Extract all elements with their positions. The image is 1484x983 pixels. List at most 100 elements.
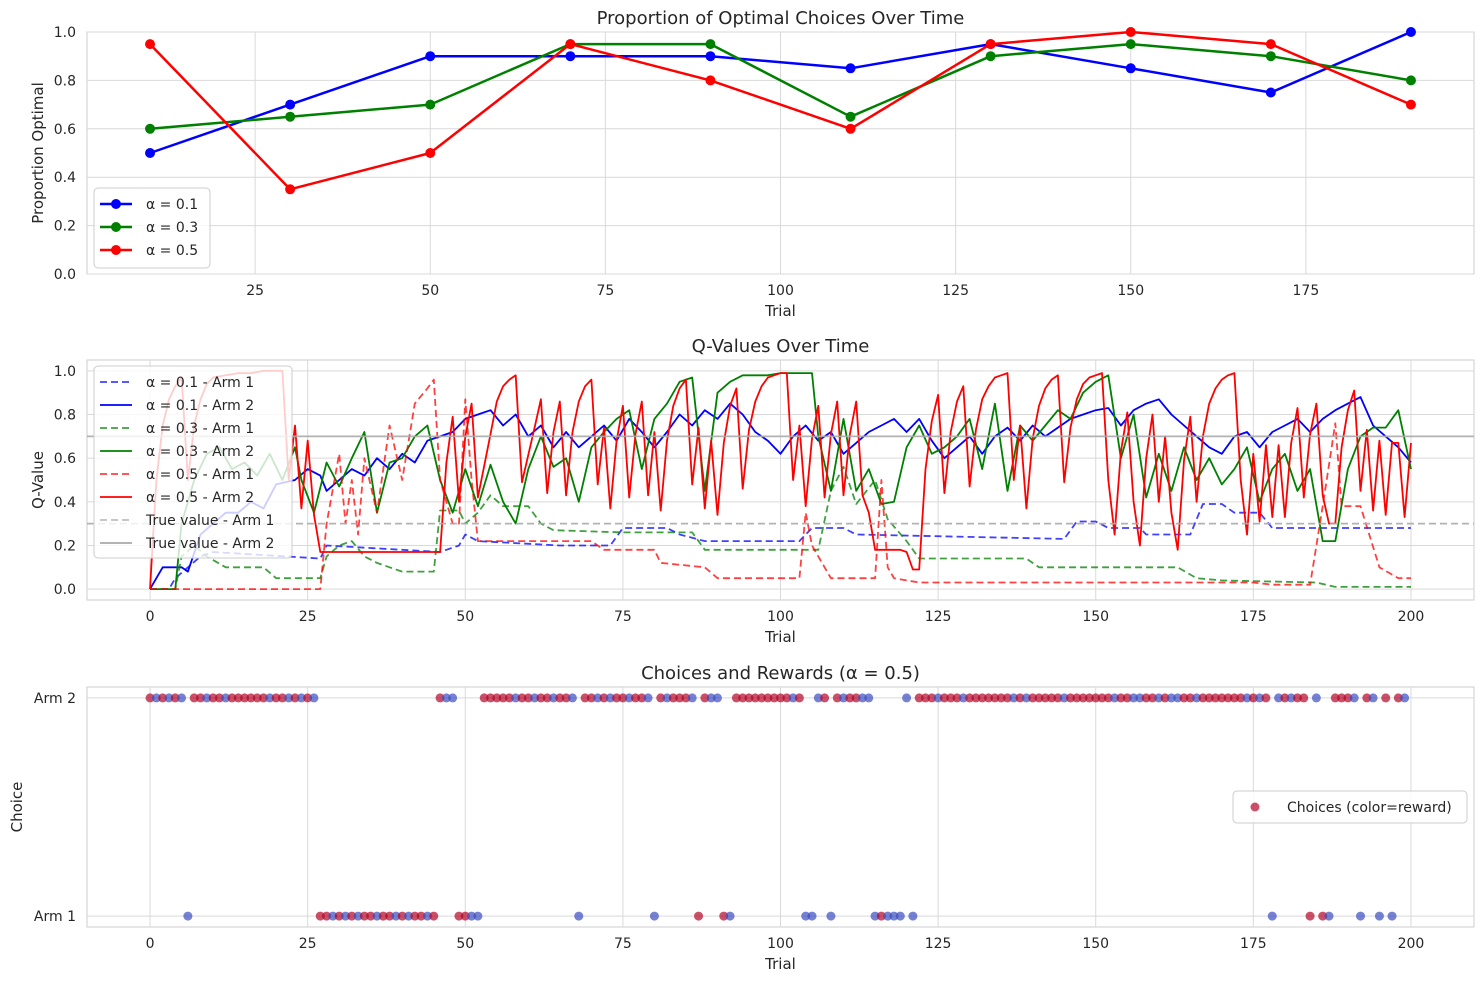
series-point [1125,63,1136,74]
x-axis-label: Trial [764,302,796,320]
choice-point-arm2 [1261,693,1271,703]
choice-point-arm1 [410,911,420,921]
series-line-2 [149,42,1412,131]
x-tick-label: 75 [614,936,632,952]
choice-point-arm2 [284,693,294,703]
choice-point-arm2 [296,693,306,703]
choice-point-arm2 [227,693,237,703]
y-tick-label: 0.4 [54,170,76,186]
choice-point-arm2 [448,693,458,703]
choice-point-arm2 [927,693,937,703]
choice-point-arm2 [1147,693,1157,703]
choice-point-arm2 [788,693,798,703]
legend-label: α = 0.1 [146,197,198,213]
choice-point-arm2 [1368,693,1378,703]
legend-label: True value - Arm 1 [145,513,274,529]
legend-label: α = 0.3 - Arm 2 [146,444,254,460]
choice-point-arm1 [353,911,363,921]
choice-point-arm2 [1084,693,1094,703]
choices-rewards-panel: 0 25 50 75 100 125 150 175 200 Arm 1 Arm 2 Choices… [8,663,1475,973]
choice-point-arm2 [1166,693,1176,703]
choice-point-arm2 [1211,693,1221,703]
choice-point-arm1 [1387,911,1397,921]
choice-point-arm2 [511,693,521,703]
choice-point-arm2 [580,693,590,703]
choice-point-arm2 [681,693,691,703]
series-point [1405,75,1416,86]
choice-point-arm2 [435,693,445,703]
choice-point-arm2 [479,693,489,703]
series-point [565,39,576,50]
choice-point-arm2 [504,693,514,703]
choice-point-arm2 [712,693,722,703]
choice-point-arm2 [1198,693,1208,703]
y-axis-label: Choice [8,782,26,833]
x-tick-label: 200 [1398,936,1425,952]
choice-point-arm1 [359,911,369,921]
x-tick-label: 175 [1293,283,1320,299]
legend: α = 0.1 - Arm 1 α = 0.1 - Arm 2 α = 0.3 - … [93,365,293,559]
choice-point-arm2 [662,693,672,703]
choice-point-arm2 [233,693,243,703]
choice-point-arm2 [202,693,212,703]
choice-point-arm2 [1349,693,1359,703]
choice-point-arm1 [1305,911,1315,921]
choice-point-arm1 [460,911,470,921]
choice-point-arm2 [1286,693,1296,703]
choice-point-arm1 [378,911,388,921]
choice-point-arm2 [965,693,975,703]
choice-point-arm2 [996,693,1006,703]
series-line-3 [150,465,1411,590]
choice-point-arm1 [1324,911,1334,921]
choice-point-arm2 [290,693,300,703]
choice-point-arm2 [1179,693,1189,703]
choice-point-arm2 [1393,693,1403,703]
legend-label: α = 0.5 - Arm 1 [146,467,254,483]
choice-point-arm1 [895,911,905,921]
choice-point-arm2 [1255,693,1265,703]
chart-title: Choices and Rewards (α = 0.5) [641,663,920,684]
choice-point-arm2 [1236,693,1246,703]
x-axis-label: Trial [764,628,796,646]
series-point [1265,87,1276,98]
choice-point-arm2 [1110,693,1120,703]
legend-label: True value - Arm 2 [145,536,274,552]
choice-point-arm2 [1122,693,1132,703]
choice-point-arm2 [303,693,313,703]
choice-point-arm2 [1059,693,1069,703]
x-tick-label: 75 [596,283,614,299]
choice-point-arm2 [1192,693,1202,703]
choice-point-arm2 [1280,693,1290,703]
legend-box [1232,790,1468,824]
series-line-1 [149,30,1412,155]
series-point [565,51,576,62]
choice-point-arm2 [921,693,931,703]
choice-point-arm2 [1337,693,1347,703]
choice-point-arm2 [195,693,205,703]
choice-point-arm1 [826,911,836,921]
choice-point-arm2 [246,693,256,703]
legend-swatch-marker [1250,802,1260,812]
choice-point-arm2 [857,693,867,703]
choice-point-arm2 [769,693,779,703]
choice-point-arm2 [145,693,155,703]
choice-point-arm1 [574,911,584,921]
legend-swatch-marker [111,245,121,255]
x-tick-label: 50 [421,283,439,299]
choice-point-arm2 [542,693,552,703]
series-point [145,148,156,158]
series-point [1125,27,1136,37]
choice-point-arm2 [1229,693,1239,703]
q-values-panel: 0 25 50 75 100 125 150 175 200 0.0 0.2 0.4 0.6 0.8 1.0… [29,336,1475,646]
choice-point-arm1 [1356,911,1366,921]
choice-point-arm2 [1185,693,1195,703]
choice-point-arm2 [851,693,861,703]
choice-point-arm2 [624,693,634,703]
choice-point-arm1 [725,911,735,921]
choice-point-arm2 [523,693,533,703]
series-point [145,39,156,50]
choice-point-arm2 [1066,693,1076,703]
x-tick-label: 25 [246,283,264,299]
choice-point-arm2 [731,693,741,703]
